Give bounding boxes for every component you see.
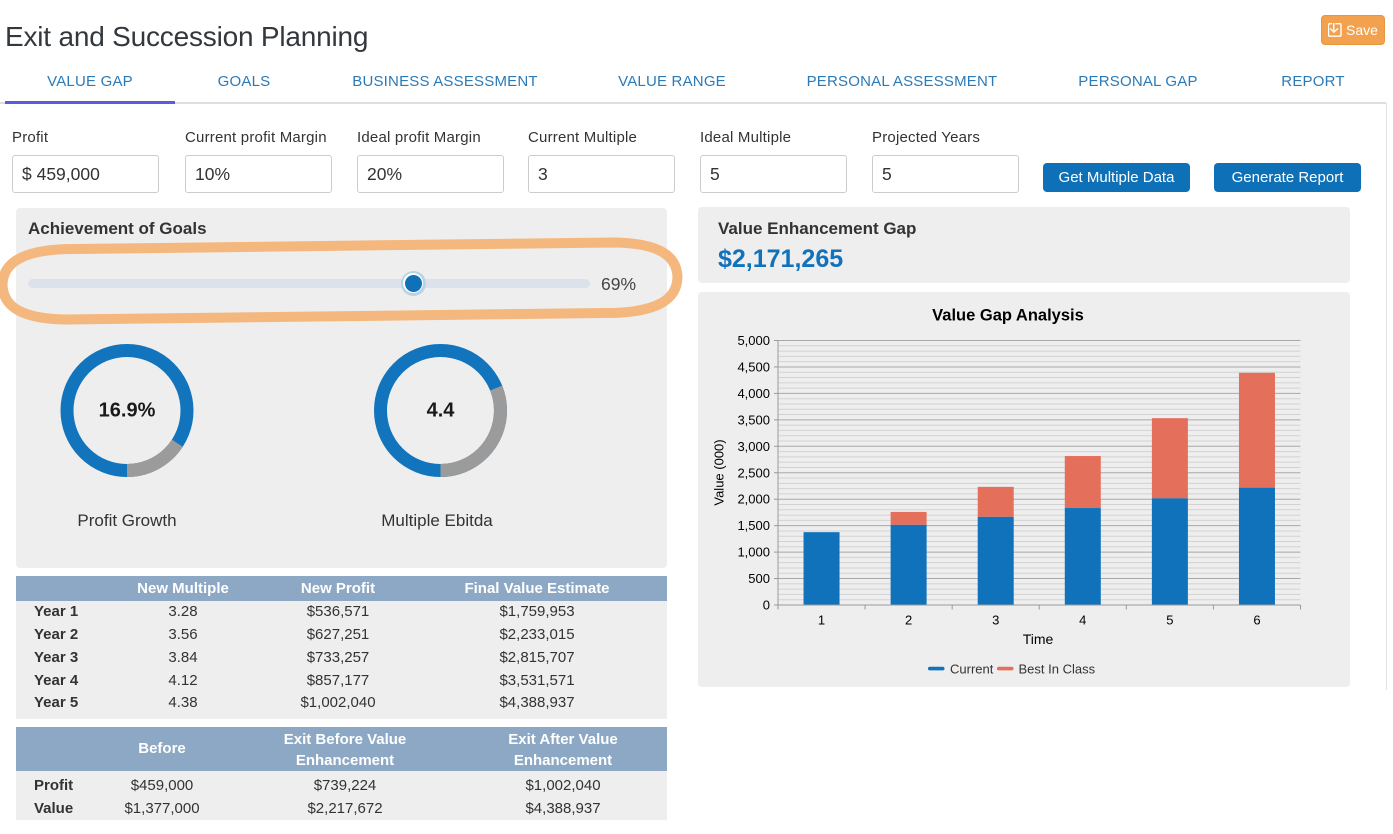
svg-text:4,000: 4,000: [737, 385, 770, 400]
svg-text:4,500: 4,500: [737, 359, 770, 374]
svg-text:3,000: 3,000: [737, 438, 770, 453]
svg-text:500: 500: [748, 571, 770, 586]
svg-text:Time: Time: [1023, 631, 1054, 647]
svg-text:1,500: 1,500: [737, 518, 770, 533]
svg-text:3: 3: [992, 612, 999, 627]
svg-text:16.9%: 16.9%: [99, 400, 156, 422]
svg-text:5,000: 5,000: [737, 333, 770, 348]
svg-text:Value Gap Analysis: Value Gap Analysis: [932, 306, 1084, 324]
svg-text:2,000: 2,000: [737, 491, 770, 506]
svg-text:5: 5: [1166, 612, 1173, 627]
svg-text:2: 2: [905, 612, 912, 627]
svg-text:0: 0: [763, 597, 770, 612]
svg-text:1: 1: [818, 612, 825, 627]
svg-text:1,000: 1,000: [737, 544, 770, 559]
svg-text:Current: Current: [950, 661, 994, 676]
svg-text:Best In Class: Best In Class: [1019, 661, 1096, 676]
svg-text:2,500: 2,500: [737, 465, 770, 480]
svg-text:4.4: 4.4: [427, 400, 456, 422]
svg-text:3,500: 3,500: [737, 412, 770, 427]
svg-text:4: 4: [1079, 612, 1086, 627]
svg-text:6: 6: [1253, 612, 1260, 627]
svg-text:Value (000): Value (000): [712, 439, 727, 505]
